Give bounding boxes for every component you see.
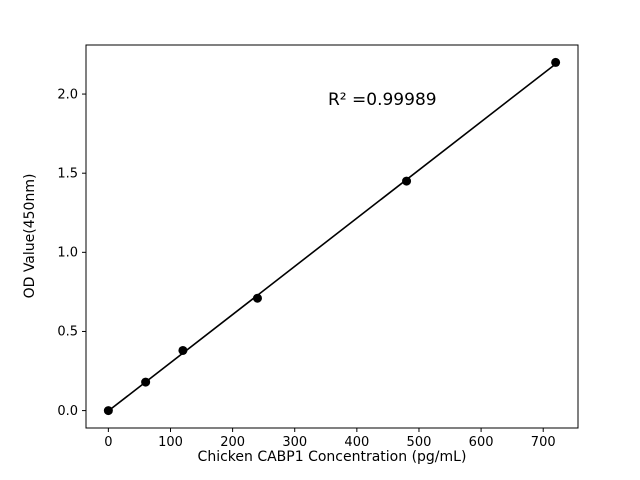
r-squared-annotation: R² =0.99989 — [328, 90, 437, 110]
data-point — [178, 345, 188, 355]
plot-frame — [85, 44, 579, 429]
data-point — [103, 406, 113, 416]
data-point — [551, 57, 561, 67]
data-point — [141, 377, 151, 387]
data-point — [402, 176, 412, 186]
y-axis-label: OD Value(450nm) — [22, 173, 38, 299]
y-tick-label: 0.0 — [57, 404, 78, 419]
y-tick-label: 1.0 — [57, 246, 78, 261]
x-tick-label: 300 — [282, 435, 307, 450]
y-tick-label: 1.5 — [57, 166, 78, 181]
x-tick-label: 100 — [158, 435, 183, 450]
x-tick-label: 500 — [407, 435, 432, 450]
x-tick-label: 400 — [344, 435, 369, 450]
x-axis-label: Chicken CABP1 Concentration (pg/mL) — [197, 449, 467, 465]
x-tick-label: 0 — [104, 435, 112, 450]
x-tick-label: 600 — [469, 435, 494, 450]
y-tick-label: 2.0 — [57, 87, 78, 102]
data-point — [252, 293, 262, 303]
fit-line — [107, 63, 557, 412]
y-tick-label: 0.5 — [57, 325, 78, 340]
x-tick-label: 700 — [531, 435, 556, 450]
x-tick-label: 200 — [220, 435, 245, 450]
